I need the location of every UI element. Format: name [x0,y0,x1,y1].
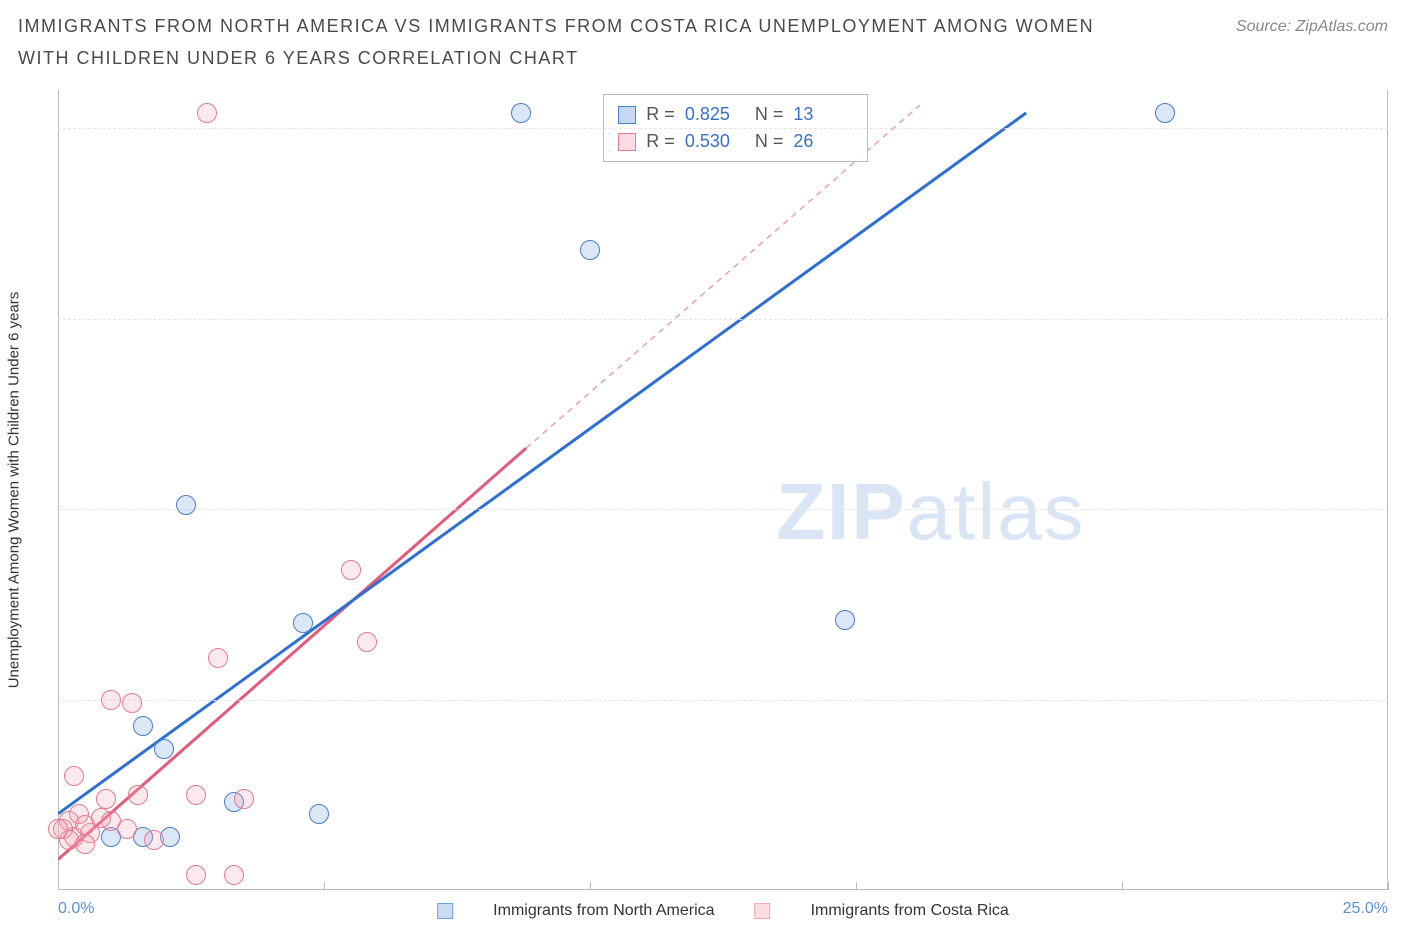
xtick-line [324,882,325,890]
grid-line [58,509,1388,510]
legend-label-cr: Immigrants from Costa Rica [811,902,1009,920]
xtick-line [1388,882,1389,890]
chart-title: IMMIGRANTS FROM NORTH AMERICA VS IMMIGRA… [18,10,1118,75]
stats-swatch [618,106,636,124]
data-point [117,819,137,839]
stats-r-label: R = [646,101,675,128]
stats-n-value: 13 [793,101,853,128]
stats-row: R = 0.825 N = 13 [618,101,853,128]
xtick-line [590,882,591,890]
trend-lines [58,90,1388,890]
header-row: IMMIGRANTS FROM NORTH AMERICA VS IMMIGRA… [0,0,1406,75]
grid-line [58,700,1388,701]
stats-swatch [618,133,636,151]
stats-row: R = 0.530 N = 26 [618,128,853,155]
stats-r-label: R = [646,128,675,155]
plot-area: Unemployment Among Women with Children U… [58,90,1388,890]
data-point [1155,103,1175,123]
data-point [511,103,531,123]
data-point [101,690,121,710]
stats-r-value: 0.825 [685,101,745,128]
legend-swatch-na [437,903,453,919]
source-attribution: Source: ZipAtlas.com [1236,10,1388,36]
data-point [580,240,600,260]
data-point [64,766,84,786]
axis-right [1387,90,1388,890]
watermark: ZIPatlas [776,466,1085,558]
data-point [128,785,148,805]
data-point [293,613,313,633]
data-point [48,819,68,839]
data-point [154,739,174,759]
xtick-line [856,882,857,890]
data-point [144,830,164,850]
xtick-line [58,882,59,890]
data-point [122,693,142,713]
grid-line [58,128,1388,129]
legend-label-na: Immigrants from North America [493,902,714,920]
chart-container: IMMIGRANTS FROM NORTH AMERICA VS IMMIGRA… [0,0,1406,930]
data-point [234,789,254,809]
stats-n-label: N = [755,101,784,128]
stats-n-label: N = [755,128,784,155]
xtick-label: 25.0% [1343,900,1388,918]
data-point [186,785,206,805]
data-point [75,834,95,854]
xtick-line [1122,882,1123,890]
series-legend: Immigrants from North America Immigrants… [437,902,1009,920]
grid-line [58,319,1388,320]
data-point [341,560,361,580]
stats-n-value: 26 [793,128,853,155]
watermark-bold: ZIP [776,467,906,556]
y-axis-label: Unemployment Among Women with Children U… [6,292,23,689]
data-point [835,610,855,630]
data-point [91,808,111,828]
data-point [357,632,377,652]
data-point [208,648,228,668]
data-point [197,103,217,123]
axis-bottom [58,889,1388,890]
data-point [176,495,196,515]
data-point [224,865,244,885]
data-point [186,865,206,885]
stats-r-value: 0.530 [685,128,745,155]
watermark-rest: atlas [907,467,1086,556]
xtick-label: 0.0% [58,900,94,918]
legend-swatch-cr [755,903,771,919]
data-point [309,804,329,824]
data-point [133,716,153,736]
data-point [96,789,116,809]
axis-left [58,90,59,890]
